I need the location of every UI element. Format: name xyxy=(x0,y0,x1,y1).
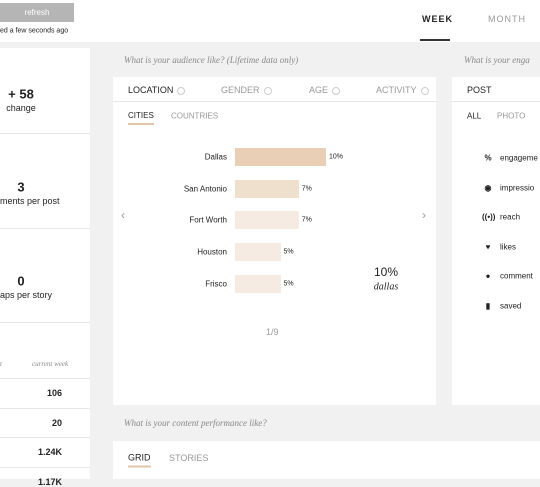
section-heading: What is your audience like? (Lifetime da… xyxy=(124,55,299,65)
content-card xyxy=(113,441,540,479)
divider xyxy=(0,437,90,438)
updated-text: ed a few seconds ago xyxy=(0,27,69,35)
value-label: 10% xyxy=(329,153,344,161)
metric: saved xyxy=(500,301,522,311)
info-icon xyxy=(332,86,341,95)
tab[interactable]: AGE xyxy=(309,85,341,95)
audience-card xyxy=(113,77,436,405)
metric-icon: ♥ xyxy=(485,242,491,252)
metric: reach xyxy=(500,212,521,222)
city-label: Dallas xyxy=(204,152,227,162)
table-value: 106 xyxy=(46,388,62,398)
city-label: Frisco xyxy=(205,279,227,289)
subtab[interactable]: PHOTO xyxy=(497,111,526,121)
tab[interactable]: LOCATION xyxy=(128,85,186,95)
metric: impressio xyxy=(500,183,535,193)
bar xyxy=(235,179,299,198)
table-header: current week xyxy=(32,360,69,368)
stat-value: 3 xyxy=(17,179,25,195)
metric-icon: ● xyxy=(485,271,491,281)
subtab[interactable]: CITIES xyxy=(128,111,154,125)
subtab[interactable]: COUNTRIES xyxy=(171,111,219,121)
metric-icon: ((•)) xyxy=(482,212,496,222)
bar xyxy=(235,243,281,262)
table-value: 1.24K xyxy=(37,447,62,457)
value-label: 7% xyxy=(301,185,312,193)
info-icon xyxy=(263,86,272,95)
divider xyxy=(0,378,90,379)
tab[interactable]: GENDER xyxy=(221,85,272,95)
tab[interactable]: ACTIVITY xyxy=(376,85,429,95)
divider xyxy=(113,101,436,102)
stat-value: 0 xyxy=(17,273,25,289)
stat-label: ments per post xyxy=(0,196,60,206)
value-label: 7% xyxy=(301,216,312,224)
divider xyxy=(0,228,90,229)
subtab[interactable]: ALL xyxy=(467,111,482,121)
info-icon xyxy=(177,86,186,95)
table-value: 1.17K xyxy=(37,476,62,487)
tab-underline xyxy=(420,39,450,41)
divider xyxy=(0,133,90,134)
highlight-value: 10% xyxy=(373,265,399,279)
metric-icon: ▮ xyxy=(485,301,491,311)
stat-label: change xyxy=(6,103,36,113)
section-heading: What is your content performance like? xyxy=(124,418,267,428)
metric: comment xyxy=(500,271,533,281)
stat-value: + 58 xyxy=(8,86,34,102)
metric-icon: % xyxy=(484,153,492,163)
bar xyxy=(235,148,326,166)
next-arrow[interactable]: › xyxy=(422,208,426,222)
refresh-button[interactable]: refresh xyxy=(0,3,74,22)
engagement-card xyxy=(452,77,540,405)
divider xyxy=(0,322,90,323)
value-label: 5% xyxy=(283,248,294,256)
stat-label: aps per story xyxy=(0,290,53,300)
pager: 1/9 xyxy=(266,327,279,337)
divider xyxy=(452,101,540,102)
divider xyxy=(0,407,90,409)
bar xyxy=(235,274,281,293)
highlight-label: dallas xyxy=(373,281,399,293)
metric: engageme xyxy=(500,153,538,163)
tab[interactable]: STORIES xyxy=(169,453,209,463)
city-label: Houston xyxy=(197,247,227,257)
prev-arrow[interactable]: ‹ xyxy=(121,208,125,222)
tab[interactable]: GRID xyxy=(128,453,151,468)
city-label: Fort Worth xyxy=(189,215,227,225)
table-value: 20 xyxy=(51,417,62,428)
city-label: San Antonio xyxy=(183,184,227,194)
info-icon xyxy=(420,86,429,95)
metric-icon: ◉ xyxy=(484,183,492,193)
divider xyxy=(0,466,90,468)
metric: likes xyxy=(500,242,517,252)
sidebar xyxy=(0,48,90,479)
tab[interactable]: POST xyxy=(467,85,492,95)
tab[interactable]: WEEK xyxy=(422,14,453,24)
table-header: t xyxy=(0,360,2,368)
tab[interactable]: MONTH xyxy=(488,14,526,24)
section-heading: What is your enga xyxy=(464,55,530,65)
value-label: 5% xyxy=(283,280,294,288)
bar xyxy=(235,211,299,230)
topbar xyxy=(0,0,540,42)
